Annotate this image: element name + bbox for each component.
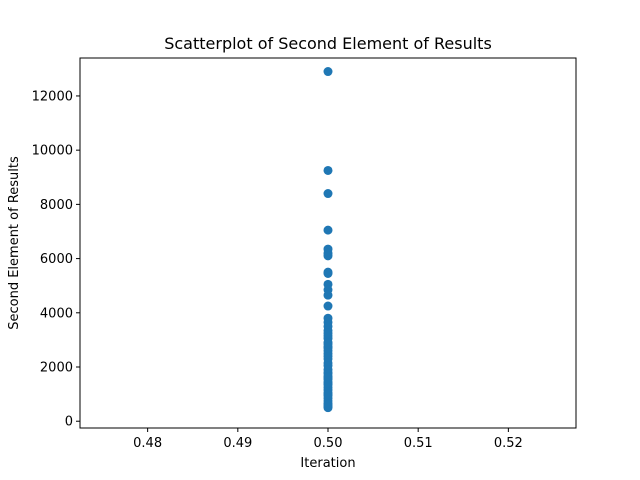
data-point [323,328,333,338]
x-tick-label: 0.48 [133,436,162,451]
data-point [323,165,333,175]
plot-area [323,67,333,413]
data-point [323,389,333,399]
data-point [323,301,333,311]
x-tick-label: 0.51 [404,436,433,451]
x-axis: 0.48 0.49 0.50 0.51 0.52 [133,428,523,451]
data-point [323,225,333,235]
x-axis-label: Iteration [300,456,355,471]
data-point [323,290,333,300]
data-point [323,67,333,77]
data-point [323,339,333,349]
y-tick-label: 6000 [40,252,73,267]
chart-title: Scatterplot of Second Element of Results [164,34,492,53]
y-axis: 0 2000 4000 6000 8000 10000 12000 [32,89,80,430]
x-tick-label: 0.49 [223,436,252,451]
y-tick-label: 0 [65,415,73,430]
data-point [323,189,333,199]
x-tick-label: 0.52 [494,436,523,451]
y-tick-label: 8000 [40,198,73,213]
y-tick-label: 10000 [32,144,73,159]
y-tick-label: 12000 [32,89,73,104]
y-tick-label: 4000 [40,306,73,321]
data-point [323,251,333,261]
y-axis-label: Second Element of Results [7,156,22,330]
x-tick-label: 0.50 [314,436,343,451]
y-tick-label: 2000 [40,361,73,376]
data-point [323,400,333,410]
data-point [323,268,333,278]
data-point [323,378,333,388]
